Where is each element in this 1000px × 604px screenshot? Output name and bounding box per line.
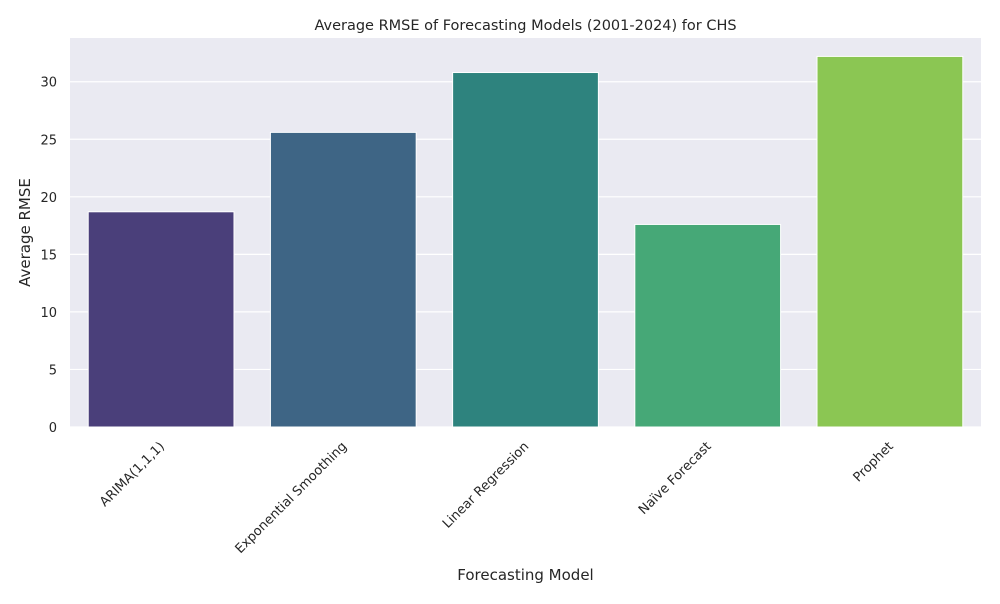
x-tick-labels: ARIMA(1,1,1) Exponential Smoothing Linear … [97,439,897,557]
x-tick-label: Prophet [851,439,897,485]
bar [452,72,599,428]
y-tick-label: 20 [40,191,57,206]
x-tick-label: ARIMA(1,1,1) [97,439,168,510]
y-tick-labels: 0 5 10 15 20 25 30 [40,76,57,436]
bar [269,131,417,428]
x-tick-label: Exponential Smoothing [233,439,351,557]
x-axis-label: Forecasting Model [457,566,593,584]
bar [87,211,235,428]
y-tick-label: 10 [40,306,57,321]
x-tick-label: Linear Regression [440,439,532,531]
y-axis-label: Average RMSE [16,178,34,287]
bars [87,55,964,428]
y-tick-label: 0 [49,421,57,436]
chart-title: Average RMSE of Forecasting Models (2001… [314,18,736,34]
y-tick-label: 25 [40,133,57,148]
y-tick-label: 15 [40,248,57,263]
x-tick-label: Naïve Forecast [636,439,715,518]
bar [634,223,782,428]
bar [816,55,964,428]
y-tick-label: 5 [49,363,57,378]
y-tick-label: 30 [40,76,57,91]
